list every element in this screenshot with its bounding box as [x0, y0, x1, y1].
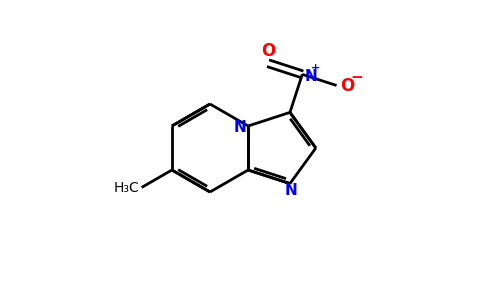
Text: N: N	[304, 69, 317, 84]
Text: N: N	[285, 183, 297, 198]
Text: −: −	[350, 70, 363, 85]
Text: +: +	[311, 63, 320, 74]
Text: O: O	[341, 77, 355, 95]
Text: O: O	[261, 42, 275, 60]
Text: H₃C: H₃C	[114, 182, 139, 196]
Text: N: N	[233, 119, 246, 134]
